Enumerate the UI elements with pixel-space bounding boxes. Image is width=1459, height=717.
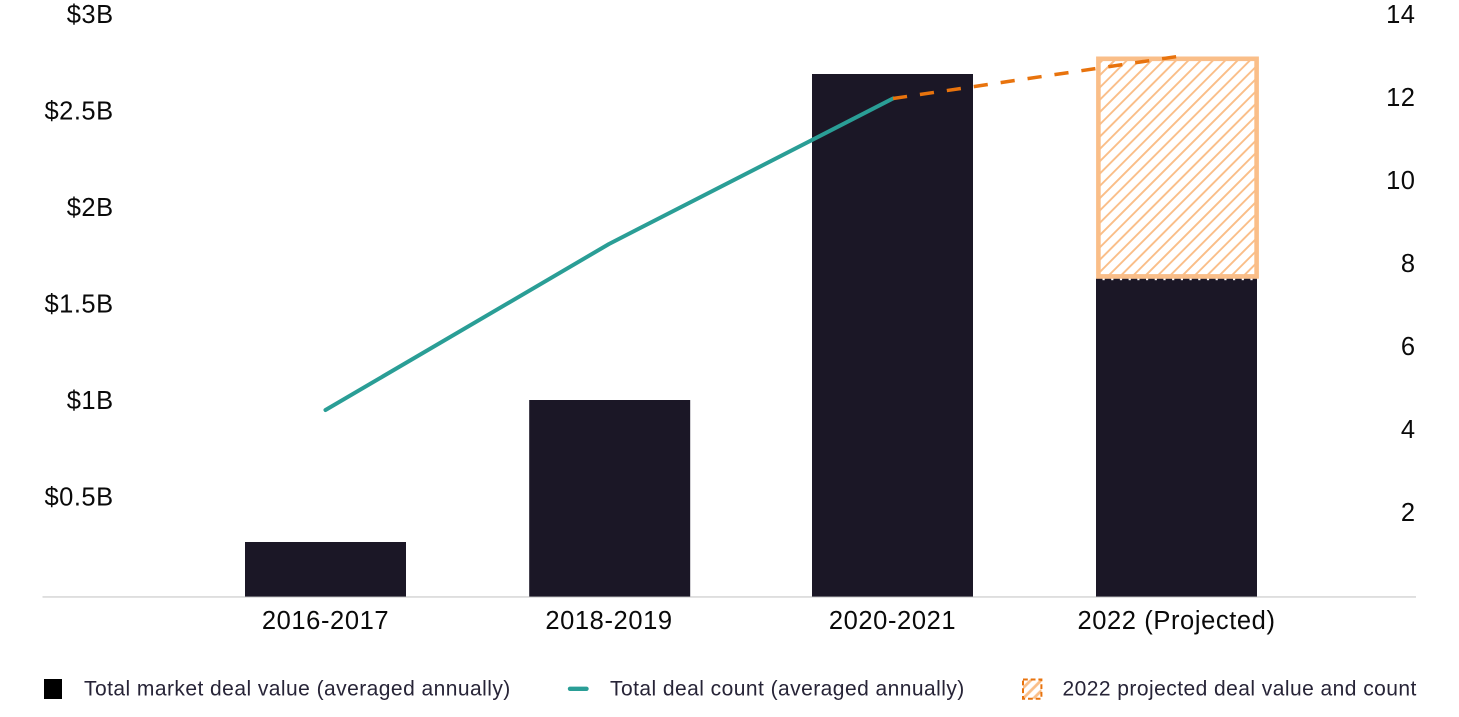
- svg-text:$0.5B: $0.5B: [44, 484, 113, 512]
- svg-text:2022 projected deal value and: 2022 projected deal value and count: [1063, 678, 1417, 701]
- svg-text:Total deal count (averaged ann: Total deal count (averaged annually): [610, 678, 965, 701]
- svg-text:12: 12: [1386, 84, 1415, 112]
- svg-text:2016-2017: 2016-2017: [262, 607, 389, 635]
- svg-text:Total market deal value (avera: Total market deal value (averaged annual…: [84, 678, 511, 701]
- svg-text:6: 6: [1401, 333, 1416, 361]
- svg-text:$3B: $3B: [67, 1, 114, 29]
- svg-text:10: 10: [1386, 167, 1415, 195]
- svg-text:$2B: $2B: [67, 194, 114, 222]
- svg-text:$2.5B: $2.5B: [44, 98, 113, 126]
- svg-text:4: 4: [1401, 416, 1416, 444]
- svg-text:8: 8: [1401, 250, 1416, 278]
- svg-text:$1B: $1B: [67, 387, 114, 415]
- svg-text:2022 (Projected): 2022 (Projected): [1077, 607, 1275, 635]
- svg-text:$1.5B: $1.5B: [44, 291, 113, 319]
- svg-text:2: 2: [1401, 499, 1416, 527]
- svg-text:14: 14: [1386, 1, 1415, 29]
- svg-text:2018-2019: 2018-2019: [545, 607, 672, 635]
- svg-text:2020-2021: 2020-2021: [829, 607, 956, 635]
